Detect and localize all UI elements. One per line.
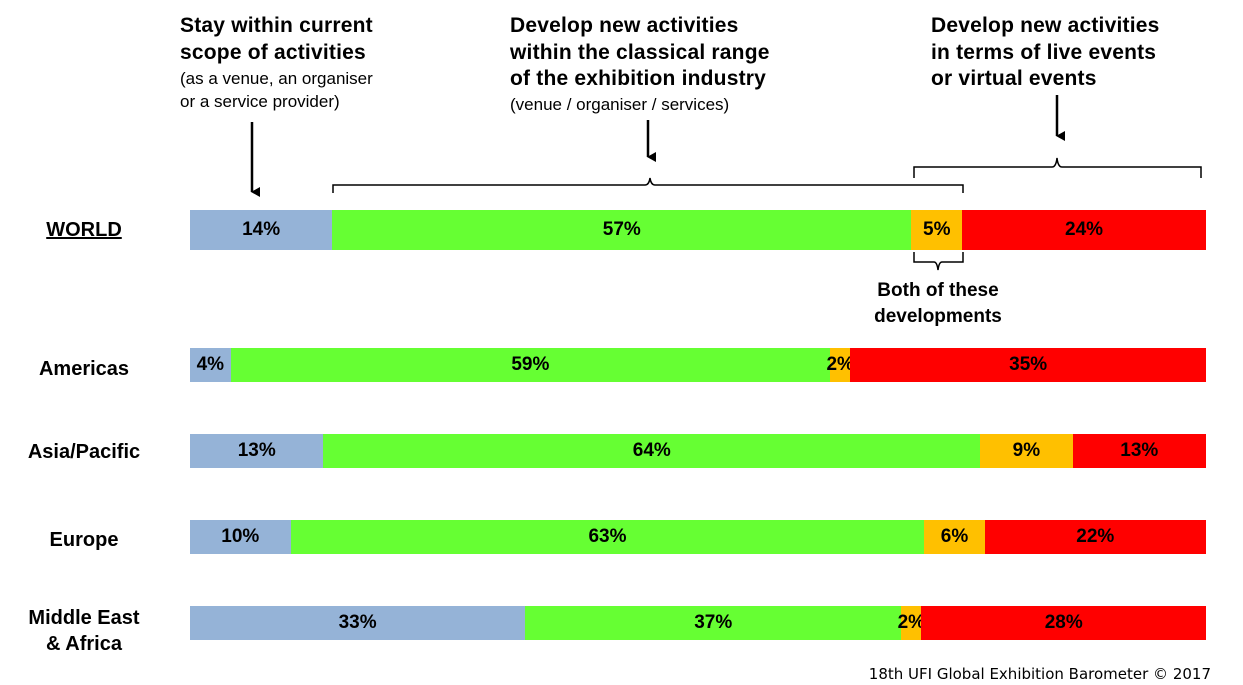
- annotation-both-developments: Both of these developments: [874, 280, 1002, 327]
- header-stay-title: Stay within current scope of activities: [180, 14, 373, 64]
- bar-segment-world-s2: 57%: [332, 210, 912, 250]
- bar-middle-east-africa: 33% 37% 2% 28%: [190, 606, 1206, 640]
- data-label: 33%: [338, 612, 377, 633]
- data-label: 35%: [1009, 354, 1048, 375]
- bar-segment-middle-east-africa-s4: 28%: [921, 606, 1206, 640]
- bar-europe: 10% 63% 6% 22%: [190, 520, 1206, 554]
- row-label-world: WORLD: [46, 219, 122, 241]
- bar-americas: 4% 59% 2% 35%: [190, 348, 1206, 382]
- row-label-middle-east-africa: Middle East & Africa: [28, 607, 140, 655]
- bar-segment-middle-east-africa-s3: 2%: [898, 606, 925, 640]
- brace-classical: [332, 177, 964, 193]
- data-label: 64%: [632, 440, 671, 461]
- data-label: 2%: [897, 612, 926, 633]
- bar-segment-europe-s4: 22%: [984, 520, 1206, 554]
- data-label: 4%: [196, 354, 225, 375]
- header-stay-subtitle: (as a venue, an organiser or a service p…: [180, 69, 373, 111]
- data-label: 14%: [242, 219, 281, 240]
- bar-segment-europe-s3: 6%: [924, 520, 985, 554]
- data-label: 28%: [1044, 612, 1083, 633]
- header-live-virtual-title: Develop new activities in terms of live …: [931, 14, 1160, 90]
- row-label-europe: Europe: [49, 529, 119, 551]
- bar-world: 14% 57% 5% 24%: [190, 210, 1206, 250]
- bar-segment-world-s4: 24%: [962, 210, 1206, 250]
- data-label: 10%: [221, 526, 260, 547]
- brace-live-virtual: [913, 157, 1202, 178]
- data-label: 63%: [588, 526, 627, 547]
- data-label: 59%: [511, 354, 550, 375]
- bar-segment-asia-pacific-s1: 13%: [190, 434, 324, 468]
- data-label: 37%: [694, 612, 733, 633]
- data-label: 5%: [923, 219, 951, 240]
- bar-segment-asia-pacific-s2: 64%: [323, 434, 981, 468]
- bar-segment-world-s3: 5%: [911, 210, 963, 250]
- bar-segment-middle-east-africa-s2: 37%: [525, 606, 902, 640]
- bar-segment-americas-s4: 35%: [850, 348, 1206, 382]
- bar-segment-americas-s2: 59%: [230, 348, 831, 382]
- data-label: 9%: [1012, 440, 1041, 461]
- bar-segment-americas-s1: 4%: [190, 348, 231, 382]
- bar-segment-americas-s3: 2%: [826, 348, 854, 382]
- data-label: 13%: [1120, 440, 1159, 461]
- source-credit: 18th UFI Global Exhibition Barometer © 2…: [868, 665, 1211, 683]
- bar-segment-europe-s1: 10%: [190, 520, 291, 554]
- header-classical-subtitle: (venue / organiser / services): [510, 95, 730, 114]
- data-label: 13%: [237, 440, 276, 461]
- bar-segment-world-s1: 14%: [190, 210, 333, 250]
- data-label: 24%: [1065, 219, 1104, 240]
- brace-both: [913, 252, 964, 271]
- data-label: 2%: [826, 354, 854, 375]
- data-label: 57%: [602, 219, 641, 240]
- bar-segment-asia-pacific-s4: 13%: [1072, 434, 1206, 468]
- data-label: 22%: [1076, 526, 1115, 547]
- bar-segment-europe-s2: 63%: [290, 520, 925, 554]
- bar-segment-middle-east-africa-s1: 33%: [190, 606, 526, 640]
- row-label-asia-pacific: Asia/Pacific: [27, 441, 141, 463]
- bar-segment-asia-pacific-s3: 9%: [980, 434, 1073, 468]
- row-label-americas: Americas: [38, 358, 130, 380]
- bar-asia-pacific: 13% 64% 9% 13%: [190, 434, 1206, 468]
- header-classical-title: Develop new activities within the classi…: [510, 14, 770, 90]
- data-label: 6%: [940, 526, 969, 547]
